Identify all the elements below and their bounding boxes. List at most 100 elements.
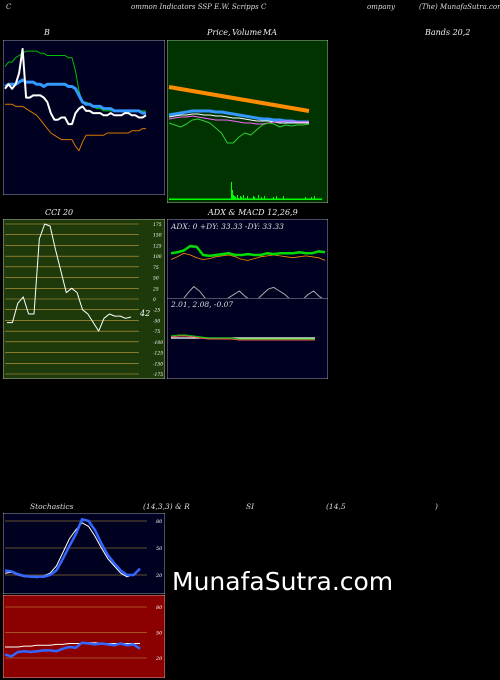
volume-bar [288, 198, 289, 200]
volume-bar [265, 198, 266, 200]
volume-bar [181, 198, 182, 200]
volume-bar [260, 198, 261, 200]
volume-bar [285, 198, 286, 200]
volume-bar [218, 198, 219, 200]
volume-bar [311, 197, 312, 200]
volume-bar [201, 198, 202, 200]
stoch-tick-label: 50 [156, 546, 163, 552]
bb-title: B [44, 28, 50, 37]
volume-bar [274, 198, 275, 200]
bands-title: Bands 20,2 [425, 28, 471, 37]
volume-bar [300, 198, 301, 200]
volume-bar [263, 198, 264, 200]
header-title: ommon Indicators SSP E.W. Scripps C [131, 3, 267, 11]
adx-orange-line [170, 252, 326, 261]
volume-bar [272, 198, 273, 200]
volume-bar [213, 198, 214, 200]
rsi-tick-label: 80 [156, 605, 163, 611]
stoch-title-2: (14,3,3) & R [143, 502, 190, 511]
volume-bar [267, 198, 268, 200]
volume-bar [256, 198, 257, 200]
volume-bar [209, 198, 210, 200]
stoch-tick-label: 80 [156, 519, 163, 525]
ma-orange-line [168, 85, 310, 113]
stoch-d-line [4, 517, 141, 579]
watermark: MunafaSutra.com [172, 567, 394, 596]
volume-bar [238, 198, 239, 200]
volume-bar [217, 198, 218, 200]
volume-bar [306, 198, 307, 200]
volume-bar [295, 198, 296, 200]
volume-bar [320, 198, 321, 200]
volume-bar [279, 198, 280, 200]
volume-bar [183, 198, 184, 200]
volume-bar [214, 198, 215, 200]
volume-bar [171, 198, 172, 200]
volume-bar [203, 198, 204, 200]
volume-bar [176, 198, 177, 200]
volume-bar [206, 198, 207, 200]
volume-bar [301, 198, 302, 200]
volume-bar [205, 198, 206, 200]
volume-bar [173, 198, 174, 200]
cci-tick-label: -175 [153, 372, 163, 378]
volume-bar [220, 198, 221, 200]
volume-bar [200, 198, 201, 200]
macd-values: 2.01, 2.08, -0.07 [171, 300, 234, 309]
volume-bar [253, 196, 254, 200]
adx-title: ADX & MACD 12,26,9 [208, 208, 298, 217]
volume-bar [257, 198, 258, 200]
volume-bar [185, 198, 186, 200]
cci-tick-label: 25 [152, 286, 159, 292]
stoch-tick-label: 20 [155, 573, 163, 579]
volume-bar [196, 198, 197, 200]
volume-bar [229, 198, 230, 200]
volume-bar [170, 198, 171, 200]
volume-bar [169, 198, 170, 200]
volume-bar [251, 198, 252, 200]
volume-bar [310, 198, 311, 200]
volume-bar [224, 198, 225, 200]
adx-panel [167, 219, 328, 300]
volume-bar [233, 195, 234, 200]
stoch-title-1: Stochastics [30, 502, 74, 511]
volume-bar [283, 196, 284, 200]
volume-bar [230, 198, 231, 200]
header-c: C [6, 3, 12, 11]
price-title-1: Price, [207, 28, 231, 37]
volume-bar [231, 182, 232, 200]
volume-bar [269, 198, 270, 200]
cci-tick-label: 50 [153, 276, 159, 282]
cci-tick-label: -125 [153, 351, 163, 357]
volume-bar [192, 198, 193, 200]
volume-bar [179, 198, 180, 200]
volume-bar [294, 198, 295, 200]
volume-bar [319, 198, 320, 200]
price-volume-panel [167, 40, 328, 203]
cci-tick-label: -100 [153, 340, 163, 346]
volume-bar [258, 195, 259, 200]
price-line [168, 118, 310, 144]
volume-bar [241, 197, 242, 200]
volume-bar [297, 198, 298, 200]
volume-bar [202, 198, 203, 200]
volume-bar [235, 197, 236, 200]
bb-lower-line [5, 103, 146, 152]
cci-last-label: 42 [139, 309, 150, 318]
volume-bar [184, 198, 185, 200]
volume-bar [252, 198, 253, 200]
cci-tick-label: -25 [153, 308, 160, 314]
volume-bar [305, 197, 306, 200]
volume-bar [194, 198, 195, 200]
volume-bar [318, 198, 319, 200]
volume-bar [254, 197, 255, 200]
volume-bar [304, 198, 305, 200]
cci-tick-label: -50 [153, 318, 160, 324]
volume-bar [307, 198, 308, 200]
volume-bar [182, 198, 183, 200]
volume-bar [243, 195, 244, 200]
volume-bar [315, 198, 316, 200]
volume-bar [264, 196, 265, 200]
stoch-title-3: SI [246, 502, 255, 511]
header-company: ompany [367, 3, 395, 11]
